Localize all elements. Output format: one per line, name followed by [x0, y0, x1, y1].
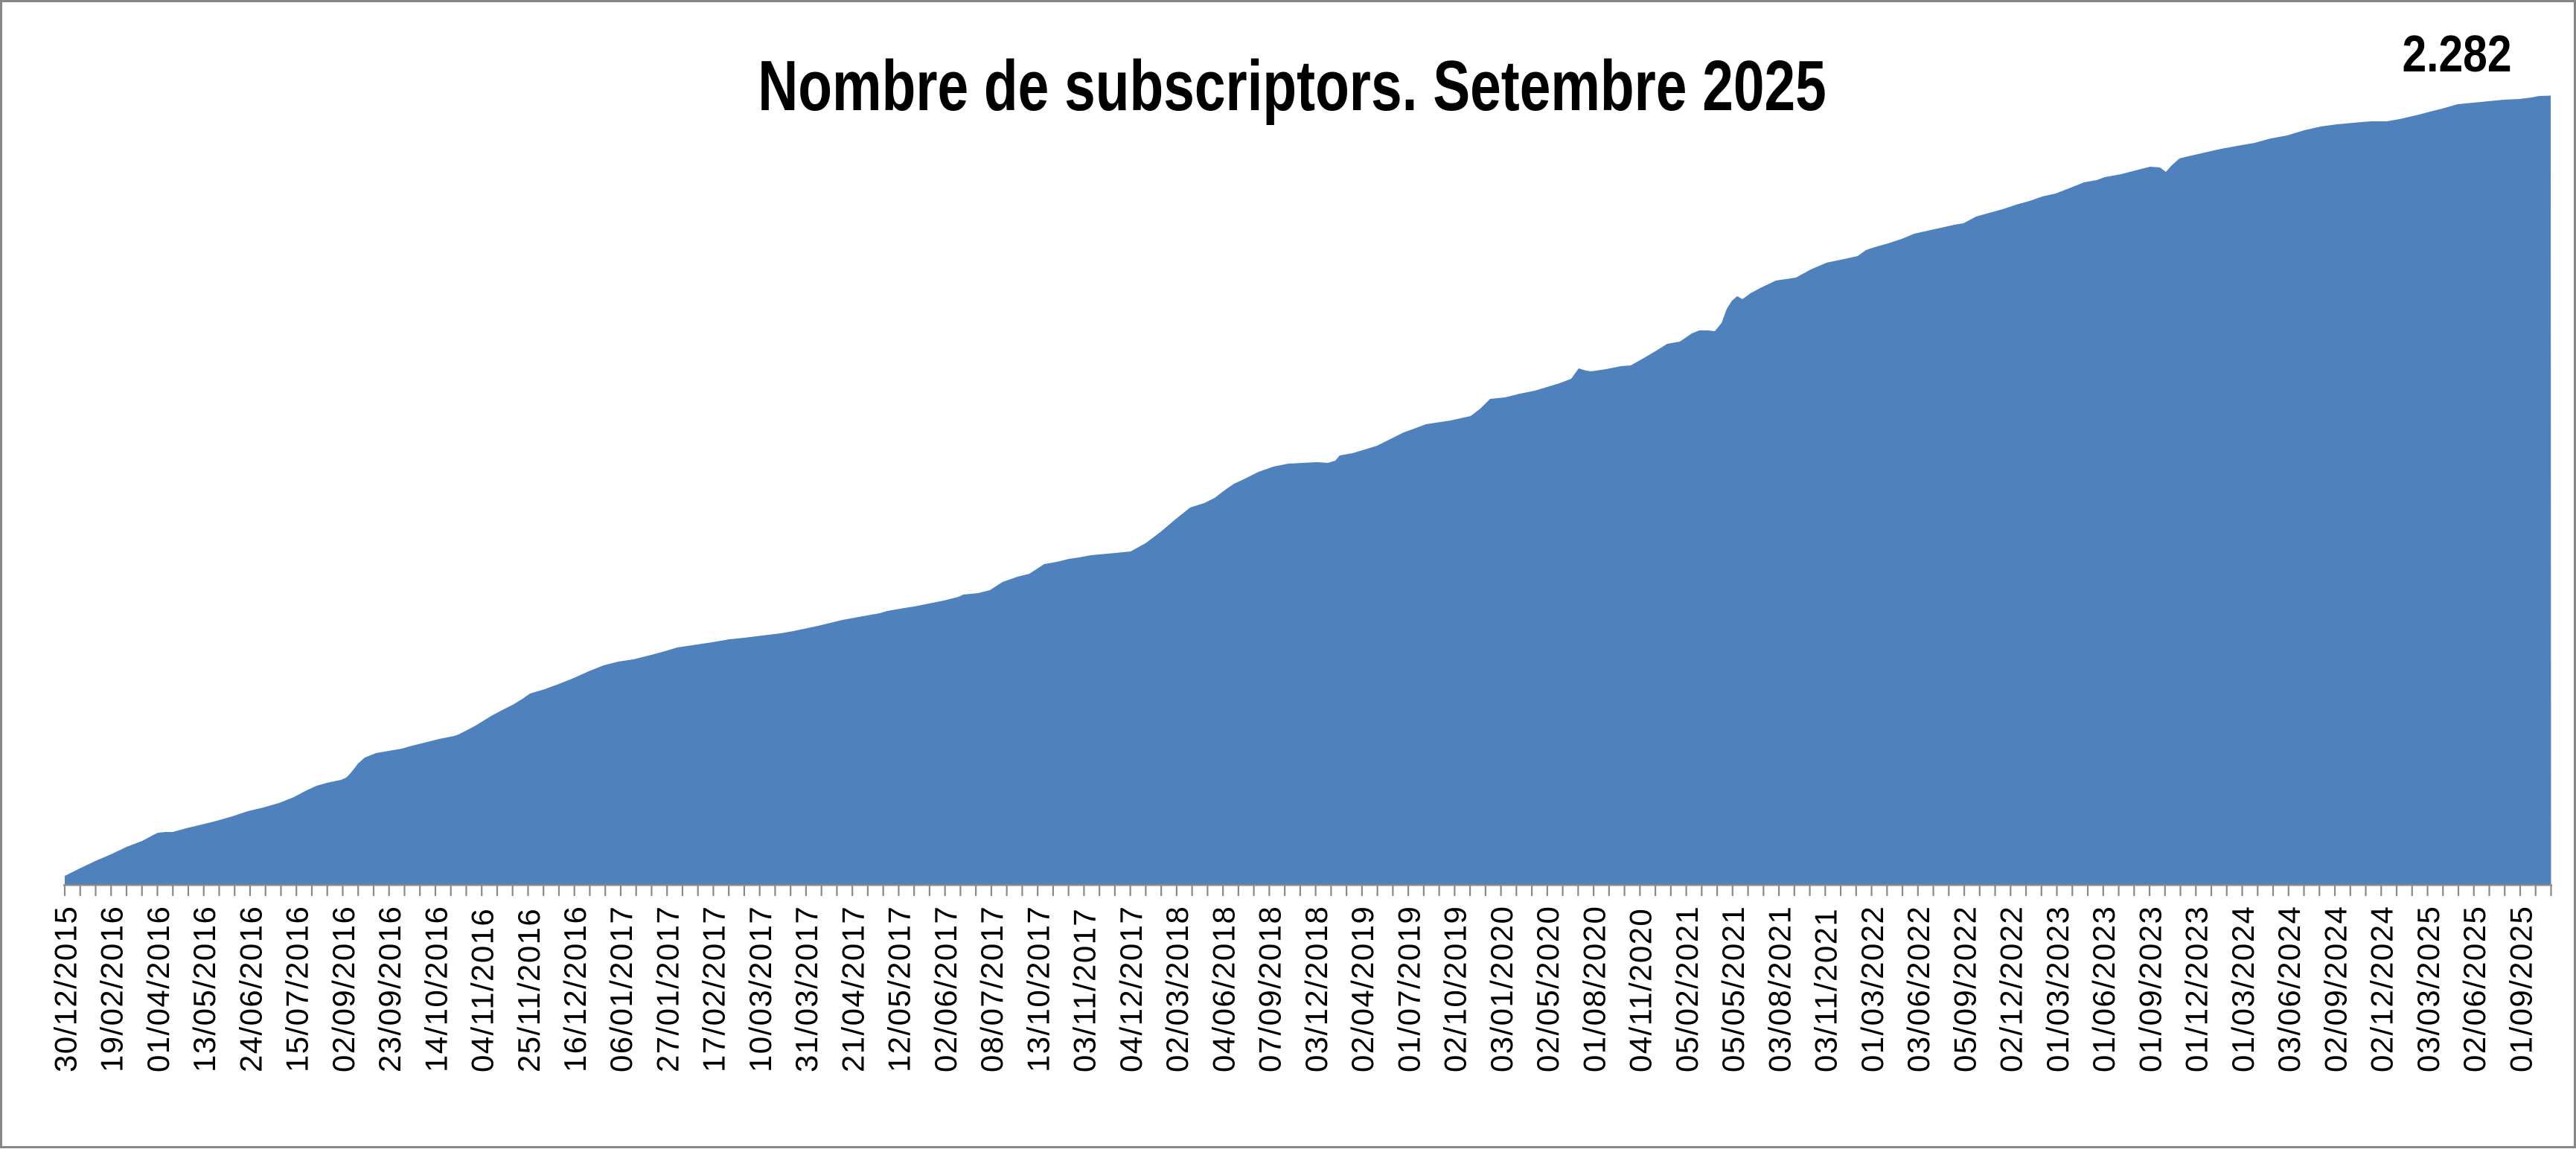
svg-text:02/05/2020: 02/05/2020	[1530, 906, 1565, 1072]
svg-text:25/11/2016: 25/11/2016	[511, 908, 546, 1072]
svg-text:03/01/2020: 03/01/2020	[1484, 906, 1519, 1072]
svg-text:27/01/2017: 27/01/2017	[651, 906, 685, 1072]
svg-text:15/07/2016: 15/07/2016	[280, 906, 315, 1072]
svg-text:02/09/2024: 02/09/2024	[2318, 906, 2353, 1072]
svg-text:30/12/2015: 30/12/2015	[48, 906, 83, 1072]
svg-text:16/12/2016: 16/12/2016	[557, 906, 592, 1072]
svg-text:04/12/2017: 04/12/2017	[1113, 906, 1148, 1072]
svg-text:03/03/2025: 03/03/2025	[2411, 906, 2446, 1072]
svg-text:04/11/2016: 04/11/2016	[465, 908, 500, 1072]
svg-text:13/05/2016: 13/05/2016	[187, 906, 222, 1072]
svg-text:04/11/2020: 04/11/2020	[1623, 908, 1658, 1072]
svg-text:01/03/2023: 01/03/2023	[2040, 906, 2075, 1072]
svg-text:01/07/2019: 01/07/2019	[1391, 906, 1426, 1072]
svg-text:06/01/2017: 06/01/2017	[604, 906, 639, 1072]
svg-text:12/05/2017: 12/05/2017	[882, 906, 917, 1072]
svg-text:14/10/2016: 14/10/2016	[418, 906, 453, 1072]
svg-text:02/09/2016: 02/09/2016	[326, 906, 361, 1072]
svg-text:03/12/2018: 03/12/2018	[1299, 906, 1334, 1072]
svg-text:05/05/2021: 05/05/2021	[1716, 906, 1751, 1072]
svg-text:21/04/2017: 21/04/2017	[836, 906, 871, 1072]
svg-text:31/03/2017: 31/03/2017	[789, 906, 824, 1072]
svg-text:23/09/2016: 23/09/2016	[372, 906, 407, 1072]
svg-text:2.282: 2.282	[2402, 24, 2511, 83]
svg-text:04/06/2018: 04/06/2018	[1206, 906, 1241, 1072]
svg-text:01/09/2025: 01/09/2025	[2503, 906, 2538, 1072]
svg-text:02/06/2025: 02/06/2025	[2457, 906, 2492, 1072]
svg-text:02/03/2018: 02/03/2018	[1160, 906, 1195, 1072]
svg-text:01/06/2023: 01/06/2023	[2086, 906, 2121, 1072]
svg-text:02/10/2019: 02/10/2019	[1438, 906, 1473, 1072]
svg-text:05/02/2021: 05/02/2021	[1669, 906, 1704, 1072]
svg-text:19/02/2016: 19/02/2016	[95, 906, 130, 1072]
svg-text:01/03/2024: 01/03/2024	[2225, 906, 2260, 1072]
svg-text:03/08/2021: 03/08/2021	[1762, 906, 1797, 1072]
svg-text:17/02/2017: 17/02/2017	[697, 906, 732, 1072]
svg-text:Nombre de subscriptors. Setemb: Nombre de subscriptors. Setembre 2025	[758, 46, 1826, 126]
svg-text:03/11/2021: 03/11/2021	[1809, 908, 1844, 1072]
svg-text:03/06/2024: 03/06/2024	[2272, 906, 2307, 1072]
svg-text:05/09/2022: 05/09/2022	[1947, 906, 1982, 1072]
svg-text:08/07/2017: 08/07/2017	[974, 906, 1009, 1072]
svg-text:07/09/2018: 07/09/2018	[1253, 906, 1288, 1072]
svg-text:01/12/2023: 01/12/2023	[2179, 906, 2214, 1072]
svg-text:10/03/2017: 10/03/2017	[743, 906, 778, 1072]
svg-text:01/03/2022: 01/03/2022	[1855, 906, 1890, 1072]
svg-text:02/12/2024: 02/12/2024	[2365, 906, 2400, 1072]
svg-text:01/08/2020: 01/08/2020	[1576, 906, 1611, 1072]
svg-text:03/11/2017: 03/11/2017	[1067, 908, 1102, 1072]
svg-text:01/04/2016: 01/04/2016	[141, 906, 176, 1072]
svg-text:03/06/2022: 03/06/2022	[1901, 906, 1936, 1072]
svg-text:02/06/2017: 02/06/2017	[928, 906, 963, 1072]
svg-text:13/10/2017: 13/10/2017	[1021, 906, 1056, 1072]
svg-text:02/04/2019: 02/04/2019	[1345, 906, 1380, 1072]
svg-text:02/12/2022: 02/12/2022	[1994, 906, 2029, 1072]
svg-text:24/06/2016: 24/06/2016	[233, 906, 268, 1072]
svg-text:01/09/2023: 01/09/2023	[2132, 906, 2167, 1072]
